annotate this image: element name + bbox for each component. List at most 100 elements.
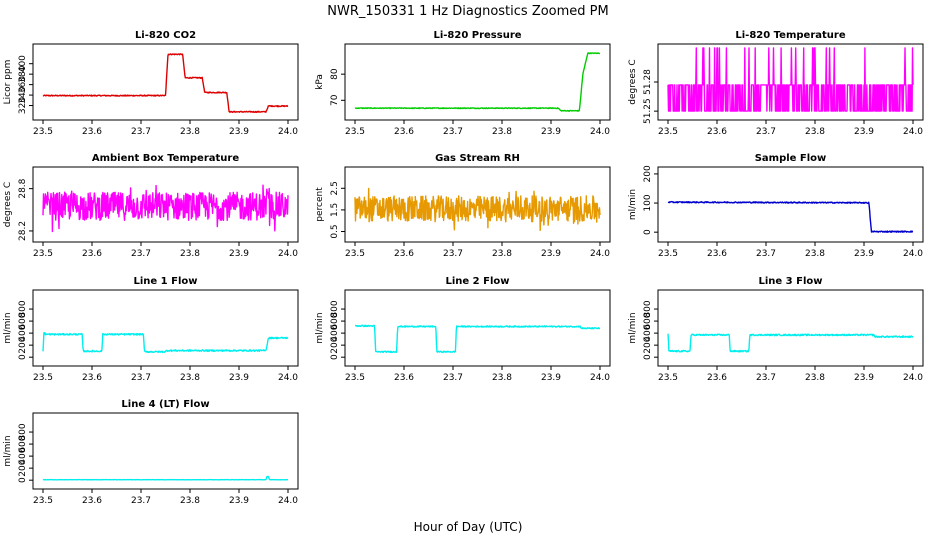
data-series-line [354,52,601,112]
y-tick-label: 51.28 [643,69,653,95]
y-axis-label: ml/min [628,189,638,220]
plot-frame [657,289,924,367]
x-tick-label: 23.5 [345,127,365,137]
data-series-line [42,184,289,233]
y-tick-label: 200 [330,336,340,353]
x-tick-label: 23.8 [492,249,512,259]
x-tick-label: 23.7 [756,127,776,137]
y-tick-label: 600 [330,312,340,329]
x-tick-label: 23.8 [492,373,512,383]
y-tick-label: 2.5 [330,181,340,195]
figure-xlabel: Hour of Day (UTC) [414,520,523,534]
panel-2: Li-820 Pressure kPa 23.5 23.6 23.7 23.8 23.9 24… [315,30,611,137]
data-series-line [667,47,914,112]
plot-frame [344,43,611,121]
y-tick-label: 360 [18,76,28,93]
y-tick-label: 51.25 [643,98,653,124]
panel-title: Line 2 Flow [446,276,510,287]
x-tick-label: 24.0 [590,373,610,383]
x-tick-label: 23.9 [854,249,874,259]
plot-frame [657,166,924,243]
y-tick-label: 70 [330,94,340,106]
x-tick-label: 23.9 [541,249,561,259]
x-tick-label: 23.5 [33,373,53,383]
x-tick-label: 23.6 [394,127,414,137]
panel-title: Li-820 Pressure [433,30,521,41]
x-tick-label: 24.0 [590,127,610,137]
y-tick-label: 0 [18,477,28,483]
y-tick-label: 400 [643,324,653,341]
panel-3: Li-820 Temperature degrees C 23.5 23.6 23.7 2… [628,30,924,137]
panel-title: Line 1 Flow [134,276,198,287]
plot-frame [32,412,299,490]
data-series-line [42,332,289,354]
panel-4: Ambient Box Temperature degrees C 23.5 23.6… [3,153,299,259]
y-axis-label: Licor ppm [3,60,13,105]
figure-title: NWR_150331 1 Hz Diagnostics Zoomed PM [327,4,609,19]
y-tick-label: 1.5 [330,203,340,217]
y-tick-label: 400 [18,55,28,72]
panels: Li-820 CO2 Licor ppm 23.5 23.6 23.7 23.8 23.9 2… [3,30,924,506]
y-axis-label: kPa [315,74,325,90]
x-tick-label: 23.9 [229,249,249,259]
panel-title: Gas Stream RH [435,153,520,164]
x-tick-label: 24.0 [278,249,298,259]
panel-title: Line 3 Flow [759,276,823,287]
y-tick-label: 800 [643,300,653,317]
x-tick-label: 23.9 [854,373,874,383]
y-tick-label: 340 [18,86,28,103]
x-tick-label: 24.0 [903,127,923,137]
x-tick-label: 23.6 [707,249,727,259]
x-tick-label: 23.7 [131,373,151,383]
x-tick-label: 23.8 [805,249,825,259]
x-tick-label: 23.6 [394,249,414,259]
x-tick-label: 23.5 [33,249,53,259]
panel-9: Line 3 Flow ml/min 23.5 23.6 23.7 23.8 23.9 24.… [628,276,924,383]
x-tick-label: 23.5 [658,373,678,383]
y-tick-label: 400 [18,447,28,464]
y-tick-label: 380 [18,65,28,82]
x-tick-label: 23.5 [345,373,365,383]
panel-5: Gas Stream RH percent 23.5 23.6 23.7 23.8 23.9… [315,153,611,259]
x-tick-label: 23.9 [229,373,249,383]
x-tick-label: 23.8 [180,127,200,137]
panel-title: Li-820 CO2 [135,30,196,41]
x-tick-label: 23.6 [82,127,102,137]
x-tick-label: 23.7 [131,127,151,137]
x-tick-label: 23.6 [82,496,102,506]
data-series-line [354,324,601,354]
x-tick-label: 23.5 [33,496,53,506]
x-tick-label: 23.8 [805,373,825,383]
y-tick-label: 0 [643,229,653,235]
x-tick-label: 24.0 [903,249,923,259]
x-tick-label: 23.5 [345,249,365,259]
x-tick-label: 23.7 [131,496,151,506]
x-tick-label: 23.6 [394,373,414,383]
plot-frame [32,166,299,243]
x-tick-label: 23.6 [82,249,102,259]
x-tick-label: 23.7 [443,249,463,259]
x-tick-label: 23.5 [658,249,678,259]
y-tick-label: 100 [643,194,653,211]
y-axis-label: ml/min [628,312,638,343]
x-tick-label: 23.7 [756,249,776,259]
x-tick-label: 23.9 [229,496,249,506]
plot-frame [32,43,299,121]
x-tick-label: 24.0 [278,127,298,137]
x-tick-label: 23.9 [541,373,561,383]
y-axis-label: degrees C [3,182,13,227]
panel-title: Line 4 (LT) Flow [121,399,209,410]
x-tick-label: 23.8 [180,249,200,259]
panel-title: Ambient Box Temperature [92,153,239,164]
y-tick-label: 800 [330,300,340,317]
y-axis-label: ml/min [3,435,13,466]
y-axis-label: percent [315,187,325,222]
x-tick-label: 23.7 [756,373,776,383]
panel-8: Line 2 Flow ml/min 23.5 23.6 23.7 23.8 23.9 24.… [315,276,611,383]
y-tick-label: 800 [18,423,28,440]
plot-frame [344,289,611,367]
y-tick-label: 0 [18,354,28,360]
panel-title: Li-820 Temperature [735,30,845,41]
y-tick-label: 0.5 [330,224,340,238]
